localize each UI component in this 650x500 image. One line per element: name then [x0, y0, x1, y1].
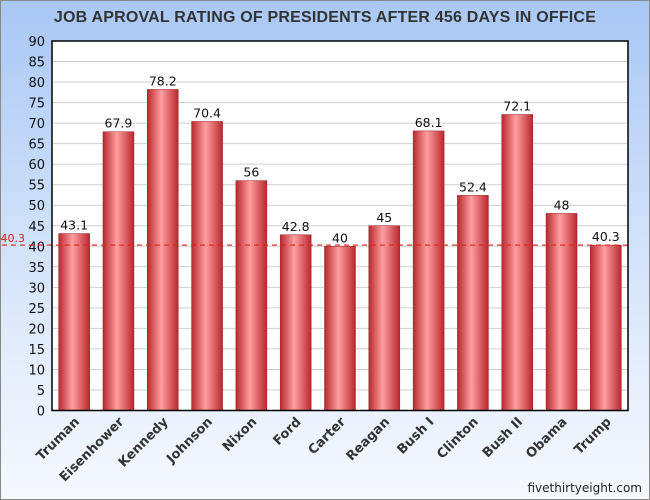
- y-tick-label: 35: [28, 261, 45, 276]
- data-label: 40.3: [592, 229, 620, 244]
- y-tick-label: 80: [28, 76, 45, 91]
- watermark: fivethirtyeight.com: [527, 481, 642, 495]
- x-tick-label: Obama: [523, 415, 570, 462]
- y-tick-label: 75: [28, 97, 45, 112]
- plot-border: [51, 40, 629, 412]
- bar-reagan: [368, 225, 401, 411]
- y-tick-label: 55: [28, 179, 45, 194]
- y-tick-label: 0: [37, 405, 45, 420]
- bar-johnson: [191, 121, 223, 411]
- bar-bush-ii: [501, 114, 533, 411]
- bar-truman: [58, 233, 90, 411]
- y-tick-label: 15: [28, 343, 45, 358]
- data-label: 67.9: [105, 116, 133, 131]
- y-tick-label: 40: [28, 240, 45, 255]
- y-tick-label: 30: [28, 281, 45, 296]
- y-tick-label: 50: [28, 199, 45, 214]
- bar-kennedy: [147, 89, 179, 411]
- y-tick-label: 5: [37, 384, 45, 399]
- bar-nixon: [235, 180, 268, 411]
- x-tick-label: Johnson: [163, 415, 215, 467]
- x-tick-label: Carter: [306, 414, 350, 458]
- y-tick-label: 20: [28, 322, 45, 337]
- data-label: 78.2: [149, 73, 177, 88]
- data-label: 68.1: [415, 115, 443, 130]
- y-tick-label: 65: [28, 138, 45, 153]
- data-label: 52.4: [459, 179, 487, 194]
- y-tick-label: 45: [28, 220, 45, 235]
- bar-clinton: [457, 195, 489, 411]
- data-label: 42.8: [282, 219, 310, 234]
- y-tick-label: 90: [28, 35, 45, 50]
- x-tick-label: Reagan: [344, 415, 393, 464]
- chart-title: JOB APROVAL RATING OF PRESIDENTS AFTER 4…: [53, 9, 597, 26]
- data-label: 43.1: [60, 218, 88, 233]
- x-tick-label: Bush I: [395, 415, 438, 458]
- bar-obama: [545, 213, 578, 411]
- y-tick-label: 10: [28, 363, 45, 378]
- x-tick-label: Nixon: [220, 415, 260, 455]
- bar-trump: [590, 244, 622, 411]
- bar-carter: [324, 246, 356, 411]
- y-tick-label: 60: [28, 158, 45, 173]
- data-label: 72.1: [503, 98, 531, 113]
- x-tick-label: Bush II: [480, 415, 526, 461]
- y-tick-label: 70: [28, 117, 45, 132]
- reference-line-label: 40.3: [1, 232, 26, 245]
- bar-eisenhower: [102, 131, 135, 411]
- x-tick-label: Clinton: [434, 415, 481, 462]
- x-tick-label: Trump: [572, 415, 615, 458]
- data-label: 56: [243, 165, 259, 180]
- y-tick-label: 85: [28, 56, 45, 71]
- data-label: 40: [332, 230, 348, 245]
- data-label: 48: [554, 197, 570, 212]
- bar-bush-i: [412, 130, 445, 411]
- data-label: 70.4: [193, 105, 221, 120]
- x-tick-label: Ford: [271, 415, 305, 449]
- data-label: 45: [376, 210, 392, 225]
- y-tick-label: 25: [28, 302, 45, 317]
- bar-ford: [279, 234, 312, 411]
